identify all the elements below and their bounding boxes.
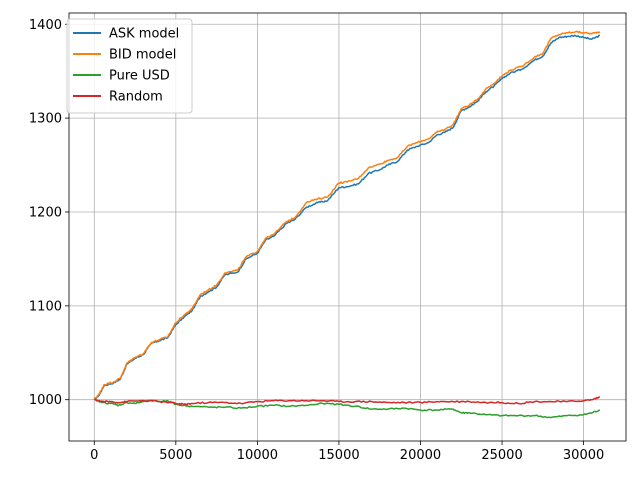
x-tick-label: 0 [90,448,98,463]
y-tick-label: 1000 [29,393,62,408]
y-tick-label: 1100 [29,299,62,314]
y-tick-label: 1200 [29,205,62,220]
y-tick-label: 1400 [29,18,62,33]
legend-box [66,18,193,114]
legend-label: Random [109,90,163,105]
y-tick-label: 1300 [29,112,62,127]
series-line-random [93,396,601,406]
series-line-bid-model [93,30,601,401]
series-line-ask-model [93,34,601,401]
legend-label: ASK model [109,27,179,42]
x-tick-label: 15000 [318,448,359,463]
legend-label: BID model [109,48,176,63]
series-line-pure-usd [94,398,601,419]
x-tick-label: 5000 [159,448,192,463]
grid [69,13,626,441]
axes: 0 5000 10000 15000 20000 25000 30000 1000 1100 12… [29,12,627,463]
series-lines [93,30,601,419]
x-tick-label: 10000 [237,448,278,463]
x-tick-label: 25000 [481,448,522,463]
legend-label: Pure USD [109,69,170,84]
x-tick-label: 30000 [563,448,604,463]
x-tick-label: 20000 [400,448,441,463]
plot-frame [68,12,627,442]
legend: ASK model BID model Pure USD Random [66,18,193,114]
